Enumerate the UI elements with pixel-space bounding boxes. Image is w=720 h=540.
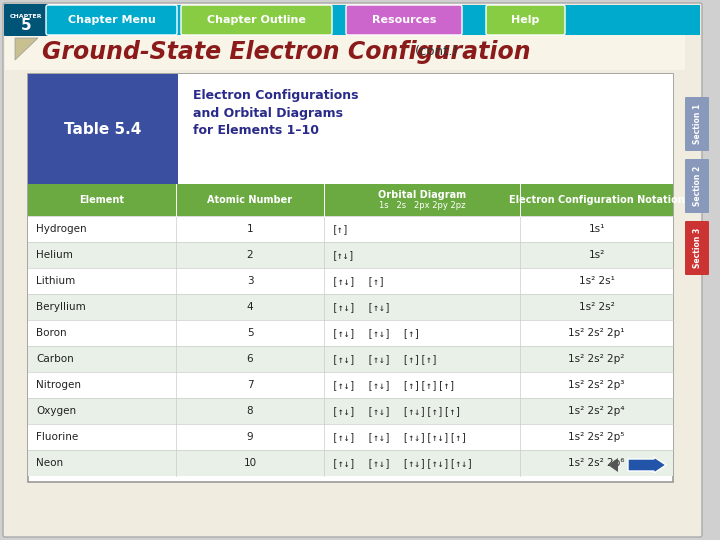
FancyBboxPatch shape: [4, 4, 48, 36]
Text: [↑↓]  [↑↓]  [↑↓][↑↓][↑]: [↑↓] [↑↓] [↑↓][↑↓][↑]: [332, 432, 467, 442]
Text: 3: 3: [247, 276, 253, 286]
Text: 1s²: 1s²: [588, 250, 605, 260]
FancyBboxPatch shape: [181, 5, 332, 35]
Text: Oxygen: Oxygen: [36, 406, 76, 416]
Text: Beryllium: Beryllium: [36, 302, 86, 312]
Text: Electron Configuration Notation: Electron Configuration Notation: [508, 195, 685, 205]
Text: 1: 1: [247, 224, 253, 234]
Bar: [28, 242, 673, 268]
Text: [↑↓]  [↑↓]: [↑↓] [↑↓]: [332, 302, 391, 312]
Bar: [28, 216, 673, 242]
Text: and Orbital Diagrams: and Orbital Diagrams: [193, 106, 343, 119]
Text: 5: 5: [21, 18, 31, 33]
Text: [↑↓]  [↑↓]  [↑↓][↑][↑]: [↑↓] [↑↓] [↑↓][↑][↑]: [332, 406, 462, 416]
Text: [↑↓]  [↑↓]  [↑][↑][↑]: [↑↓] [↑↓] [↑][↑][↑]: [332, 380, 455, 390]
Bar: [28, 184, 673, 216]
Text: [↑↓]  [↑↓]  [↑↓][↑↓][↑↓]: [↑↓] [↑↓] [↑↓][↑↓][↑↓]: [332, 458, 473, 468]
Text: [↑↓]  [↑]: [↑↓] [↑]: [332, 276, 385, 286]
Text: Chapter Outline: Chapter Outline: [207, 15, 306, 25]
Text: Boron: Boron: [36, 328, 67, 338]
Text: 1s² 2s²: 1s² 2s²: [579, 302, 614, 312]
Text: 1s   2s   2px 2py 2pz: 1s 2s 2px 2py 2pz: [379, 200, 465, 210]
Polygon shape: [608, 458, 618, 472]
FancyArrow shape: [628, 457, 666, 473]
Text: Helium: Helium: [36, 250, 73, 260]
Text: 1s² 2s² 2p²: 1s² 2s² 2p²: [568, 354, 625, 364]
Text: 1s² 2s² 2p⁴: 1s² 2s² 2p⁴: [568, 406, 625, 416]
Text: Section 2: Section 2: [693, 166, 701, 206]
Text: Electron Configurations: Electron Configurations: [193, 90, 359, 103]
Text: 1s² 2s² 2p⁵: 1s² 2s² 2p⁵: [568, 432, 625, 442]
Bar: [28, 74, 178, 184]
Text: Section 1: Section 1: [693, 104, 701, 144]
Text: [↑↓]  [↑↓]  [↑]: [↑↓] [↑↓] [↑]: [332, 328, 420, 338]
Text: 1s² 2s¹: 1s² 2s¹: [579, 276, 614, 286]
Text: 4: 4: [247, 302, 253, 312]
Text: 1s² 2s² 2p³: 1s² 2s² 2p³: [568, 380, 625, 390]
Text: 7: 7: [247, 380, 253, 390]
Bar: [28, 268, 673, 294]
Text: 5: 5: [247, 328, 253, 338]
Text: CHAPTER: CHAPTER: [10, 14, 42, 18]
Text: Carbon: Carbon: [36, 354, 73, 364]
Text: Table 5.4: Table 5.4: [64, 122, 142, 137]
Bar: [28, 450, 673, 476]
FancyBboxPatch shape: [346, 5, 462, 35]
Text: 9: 9: [247, 432, 253, 442]
Polygon shape: [15, 38, 38, 60]
FancyBboxPatch shape: [486, 5, 565, 35]
Text: Hydrogen: Hydrogen: [36, 224, 86, 234]
Text: Atomic Number: Atomic Number: [207, 195, 292, 205]
FancyBboxPatch shape: [3, 3, 702, 537]
Text: Neon: Neon: [36, 458, 63, 468]
Bar: [5, 5, 700, 35]
Bar: [28, 372, 673, 398]
Bar: [28, 74, 673, 482]
Text: Chapter Menu: Chapter Menu: [68, 15, 156, 25]
Bar: [28, 294, 673, 320]
FancyBboxPatch shape: [685, 159, 709, 213]
Text: Fluorine: Fluorine: [36, 432, 78, 442]
Text: (cont.): (cont.): [415, 45, 459, 58]
Text: [↑↓]: [↑↓]: [332, 250, 356, 260]
Text: 1s¹: 1s¹: [588, 224, 605, 234]
Text: Lithium: Lithium: [36, 276, 76, 286]
Bar: [28, 398, 673, 424]
Text: for Elements 1–10: for Elements 1–10: [193, 124, 319, 137]
Text: [↑]: [↑]: [332, 224, 350, 234]
FancyBboxPatch shape: [685, 221, 709, 275]
Text: 6: 6: [247, 354, 253, 364]
FancyBboxPatch shape: [685, 97, 709, 151]
Text: [↑↓]  [↑↓]  [↑][↑]: [↑↓] [↑↓] [↑][↑]: [332, 354, 438, 364]
Text: Help: Help: [511, 15, 540, 25]
Text: 1s² 2s² 2p⁶: 1s² 2s² 2p⁶: [568, 458, 625, 468]
FancyBboxPatch shape: [46, 5, 177, 35]
Bar: [28, 424, 673, 450]
Bar: [28, 320, 673, 346]
Text: Orbital Diagram: Orbital Diagram: [378, 190, 466, 200]
Text: 2: 2: [247, 250, 253, 260]
Text: Nitrogen: Nitrogen: [36, 380, 81, 390]
Bar: [28, 346, 673, 372]
Text: Element: Element: [79, 195, 125, 205]
Bar: [5, 35, 685, 70]
Text: Ground-State Electron Configuration: Ground-State Electron Configuration: [42, 40, 531, 64]
Text: Section 3: Section 3: [693, 228, 701, 268]
Text: 10: 10: [243, 458, 256, 468]
Text: 1s² 2s² 2p¹: 1s² 2s² 2p¹: [568, 328, 625, 338]
Bar: [178, 74, 673, 184]
Text: 8: 8: [247, 406, 253, 416]
Text: Resources: Resources: [372, 15, 436, 25]
